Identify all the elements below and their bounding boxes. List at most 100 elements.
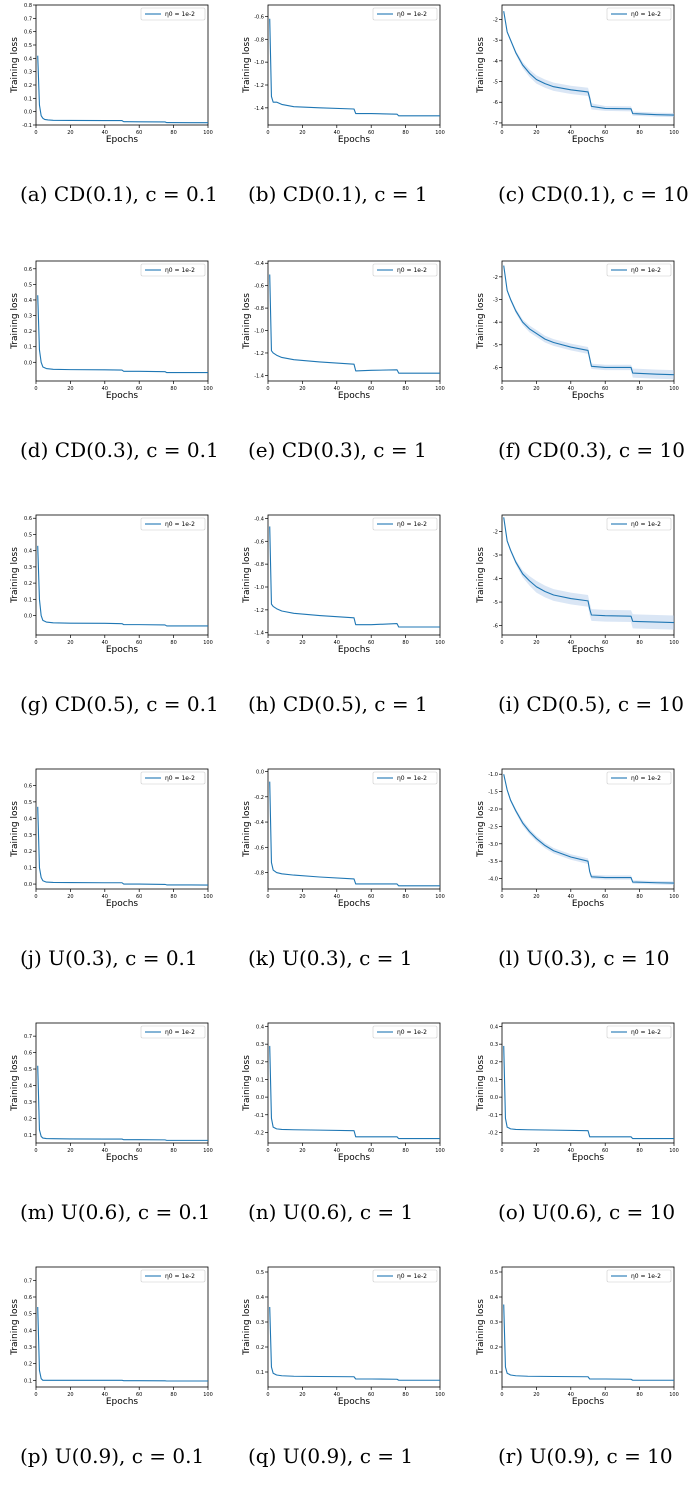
x-tick-label: 0 <box>500 1148 503 1154</box>
y-tick-label: -6 <box>493 365 498 371</box>
x-axis-label: Epochs <box>106 1153 139 1163</box>
plot-frame <box>35 1022 209 1144</box>
y-tick-label: -3 <box>493 553 498 559</box>
series-line <box>503 774 675 884</box>
chart-panel-r: 0.1 0.2 0.3 0.4 0.5 0 20 40 60 80 100 Epochs Trainin… <box>466 1262 686 1477</box>
x-tick-label: 0 <box>500 130 503 136</box>
y-tick-label: 0.6 <box>24 30 32 36</box>
y-tick-label: -1.0 <box>254 329 264 335</box>
x-tick-label: 60 <box>602 894 608 900</box>
y-tick-label: -1.4 <box>254 631 264 637</box>
legend-label: η0 = 1e-2 <box>165 1029 195 1036</box>
x-tick-label: 60 <box>368 386 374 392</box>
y-axis-label: Training loss <box>476 547 486 604</box>
plot-frame <box>501 514 675 636</box>
x-tick-label: 60 <box>602 386 608 392</box>
x-tick-label: 60 <box>602 130 608 136</box>
y-tick-label: -1.5 <box>488 790 498 796</box>
y-tick-label: -0.4 <box>254 261 264 267</box>
y-tick-label: 0.8 <box>24 3 32 9</box>
plot-frame <box>35 260 209 382</box>
legend-label: η0 = 1e-2 <box>631 775 661 782</box>
legend: η0 = 1e-2 <box>372 263 438 277</box>
x-tick-label: 100 <box>203 640 213 646</box>
chart-panel-l: -4.0 -3.5 -3.0 -2.5 -2.0 -1.5 -1.0 0 20 40 60 80 100… <box>466 764 686 979</box>
legend: η0 = 1e-2 <box>140 771 206 785</box>
y-tick-label: 0.3 <box>256 1320 264 1326</box>
y-axis-label: Training loss <box>476 1055 486 1112</box>
y-tick-label: 0.4 <box>490 1025 498 1031</box>
x-tick-label: 40 <box>568 894 574 900</box>
y-tick-label: 0.7 <box>24 1278 32 1284</box>
y-tick-label: 0.1 <box>24 1133 32 1139</box>
x-tick-label: 0 <box>266 1148 269 1154</box>
chart-svg-j: 0.0 0.1 0.2 0.3 0.4 0.5 0.6 0 20 40 60 80 100 Epochs T… <box>10 768 213 909</box>
subfigure-caption: (h) CD(0.5), c = 1 <box>248 692 428 716</box>
legend-label: η0 = 1e-2 <box>165 11 195 18</box>
y-tick-label: 0.2 <box>24 83 32 89</box>
legend-label: η0 = 1e-2 <box>397 1029 427 1036</box>
x-tick-label: 40 <box>334 1392 340 1398</box>
y-axis-label: Training loss <box>476 1299 486 1356</box>
x-axis-label: Epochs <box>572 899 605 909</box>
y-tick-label: -0.6 <box>254 539 264 545</box>
legend-box <box>606 7 672 21</box>
legend: η0 = 1e-2 <box>140 1025 206 1039</box>
y-tick-label: -5 <box>493 80 498 86</box>
chart-panel-d: 0.0 0.1 0.2 0.3 0.4 0.5 0.6 0 20 40 60 80 100 Epochs T… <box>0 256 220 471</box>
y-tick-label: 0.4 <box>24 1083 32 1089</box>
x-tick-label: 20 <box>533 1148 539 1154</box>
y-tick-label: 0.1 <box>24 96 32 102</box>
x-tick-label: 80 <box>636 1392 642 1398</box>
chart-panel-b: -1.4 -1.2 -1.0 -0.8 -0.6 0 20 40 60 80 100 Epochs Tr… <box>232 0 452 215</box>
series-line <box>503 11 675 116</box>
x-tick-label: 20 <box>67 130 73 136</box>
x-tick-label: 60 <box>602 640 608 646</box>
x-tick-label: 100 <box>669 894 679 900</box>
chart-svg-q: 0.1 0.2 0.3 0.4 0.5 0 20 40 60 80 100 Epochs Trainin… <box>242 1266 445 1407</box>
confidence-band <box>503 265 674 380</box>
x-axis-label: Epochs <box>338 1153 371 1163</box>
plot-frame <box>35 514 209 636</box>
y-axis-label: Training loss <box>10 293 20 350</box>
legend-box <box>606 263 672 277</box>
chart-svg-g: 0.0 0.1 0.2 0.3 0.4 0.5 0.6 0 20 40 60 80 100 Epochs T… <box>10 514 213 655</box>
x-tick-label: 100 <box>669 1148 679 1154</box>
x-axis-label: Epochs <box>338 1397 371 1407</box>
y-tick-label: -6 <box>493 624 498 630</box>
y-tick-label: -4.0 <box>488 877 498 883</box>
y-tick-label: 0.1 <box>24 345 32 351</box>
y-tick-label: -3 <box>493 297 498 303</box>
subfigure-caption: (a) CD(0.1), c = 0.1 <box>20 182 218 206</box>
legend-label: η0 = 1e-2 <box>631 11 661 18</box>
x-tick-label: 0 <box>500 894 503 900</box>
x-tick-label: 80 <box>402 1392 408 1398</box>
y-axis-label: Training loss <box>10 1299 20 1356</box>
legend-box <box>372 7 438 21</box>
legend-label: η0 = 1e-2 <box>397 521 427 528</box>
legend-box <box>140 1269 206 1283</box>
x-tick-label: 20 <box>67 1148 73 1154</box>
x-tick-label: 20 <box>533 894 539 900</box>
series-line <box>269 274 440 374</box>
x-tick-label: 80 <box>636 130 642 136</box>
legend: η0 = 1e-2 <box>606 771 672 785</box>
y-tick-label: 0.6 <box>24 783 32 789</box>
subfigure-caption: (e) CD(0.3), c = 1 <box>248 438 427 462</box>
x-tick-label: 100 <box>203 1392 213 1398</box>
legend-label: η0 = 1e-2 <box>165 1273 195 1280</box>
x-tick-label: 40 <box>334 130 340 136</box>
x-tick-label: 20 <box>299 640 305 646</box>
x-tick-label: 20 <box>67 1392 73 1398</box>
y-tick-label: -0.4 <box>254 820 264 826</box>
series-line <box>503 265 675 376</box>
y-tick-label: -1.4 <box>254 373 264 379</box>
plot-frame <box>35 768 209 890</box>
y-tick-label: 0.0 <box>256 1095 264 1101</box>
chart-svg-n: -0.2 -0.1 0.0 0.1 0.2 0.3 0.4 0 20 40 60 80 100 Epoch… <box>242 1022 445 1163</box>
y-tick-label: 0.0 <box>490 1095 498 1101</box>
y-tick-label: -3.0 <box>488 842 498 848</box>
x-tick-label: 100 <box>435 640 445 646</box>
y-tick-label: 0.5 <box>24 282 32 288</box>
subfigure-caption: (o) U(0.6), c = 10 <box>498 1200 676 1224</box>
